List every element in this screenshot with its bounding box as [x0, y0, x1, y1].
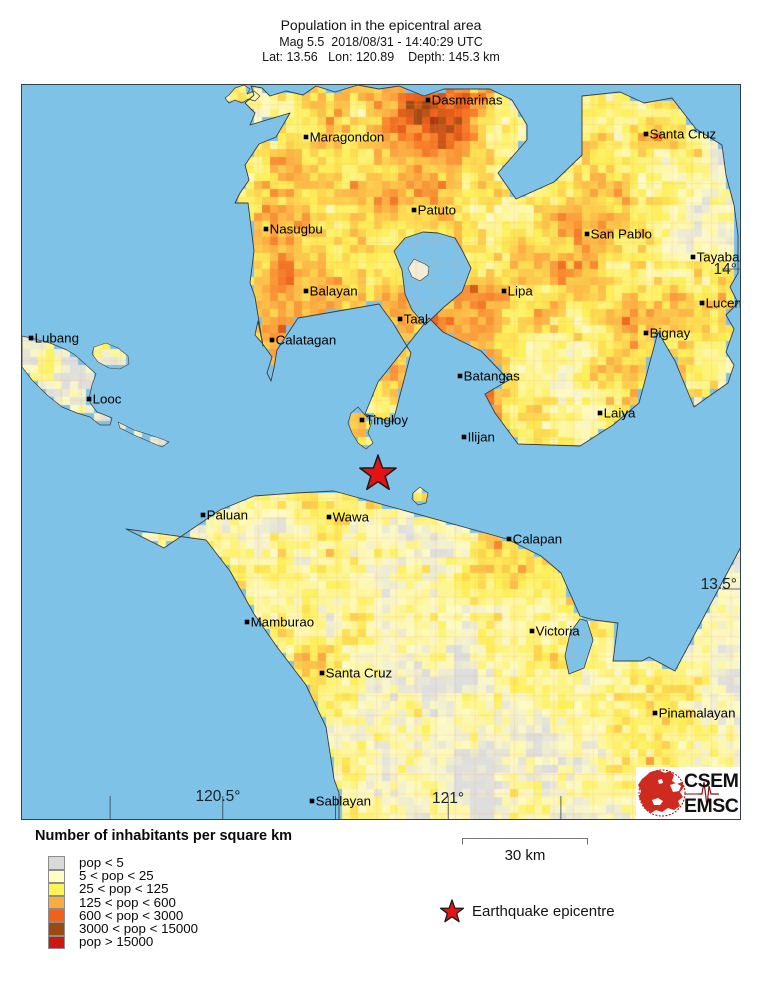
svg-text:Ilijan: Ilijan	[468, 430, 495, 445]
svg-text:Dasmarinas: Dasmarinas	[432, 93, 503, 108]
svg-text:Taal: Taal	[404, 312, 428, 327]
svg-text:Calatagan: Calatagan	[276, 333, 337, 348]
svg-text:Pinamalayan: Pinamalayan	[659, 706, 736, 721]
svg-text:13.5°: 13.5°	[701, 576, 737, 593]
svg-text:120.5°: 120.5°	[196, 788, 241, 805]
svg-text:Lubang: Lubang	[35, 331, 79, 346]
svg-text:Sablayan: Sablayan	[316, 794, 371, 809]
svg-text:Maragondon: Maragondon	[310, 130, 385, 145]
svg-text:Balayan: Balayan	[310, 284, 358, 299]
svg-text:Looc: Looc	[93, 392, 122, 407]
svg-text:San Pablo: San Pablo	[591, 227, 652, 242]
svg-text:121°: 121°	[432, 790, 464, 807]
svg-text:Tayabas: Tayabas	[697, 250, 741, 265]
svg-text:Patuto: Patuto	[418, 203, 456, 218]
svg-text:Santa Cruz: Santa Cruz	[650, 127, 717, 142]
svg-text:Batangas: Batangas	[464, 369, 521, 384]
svg-text:Victoria: Victoria	[536, 624, 581, 639]
svg-text:Tingloy: Tingloy	[366, 413, 409, 428]
svg-text:Wawa: Wawa	[333, 510, 370, 525]
svg-text:Lipa: Lipa	[508, 284, 534, 299]
svg-text:Santa Cruz: Santa Cruz	[326, 666, 393, 681]
svg-text:EMSC: EMSC	[684, 795, 739, 817]
svg-text:Lucena: Lucena	[706, 296, 741, 311]
svg-text:Paluan: Paluan	[207, 508, 248, 523]
svg-text:Nasugbu: Nasugbu	[270, 222, 323, 237]
svg-text:Bignay: Bignay	[650, 326, 691, 341]
svg-text:CSEM: CSEM	[684, 770, 738, 792]
svg-text:Calapan: Calapan	[513, 532, 563, 547]
svg-text:Mamburao: Mamburao	[251, 615, 315, 630]
svg-text:Laiya: Laiya	[604, 406, 636, 421]
